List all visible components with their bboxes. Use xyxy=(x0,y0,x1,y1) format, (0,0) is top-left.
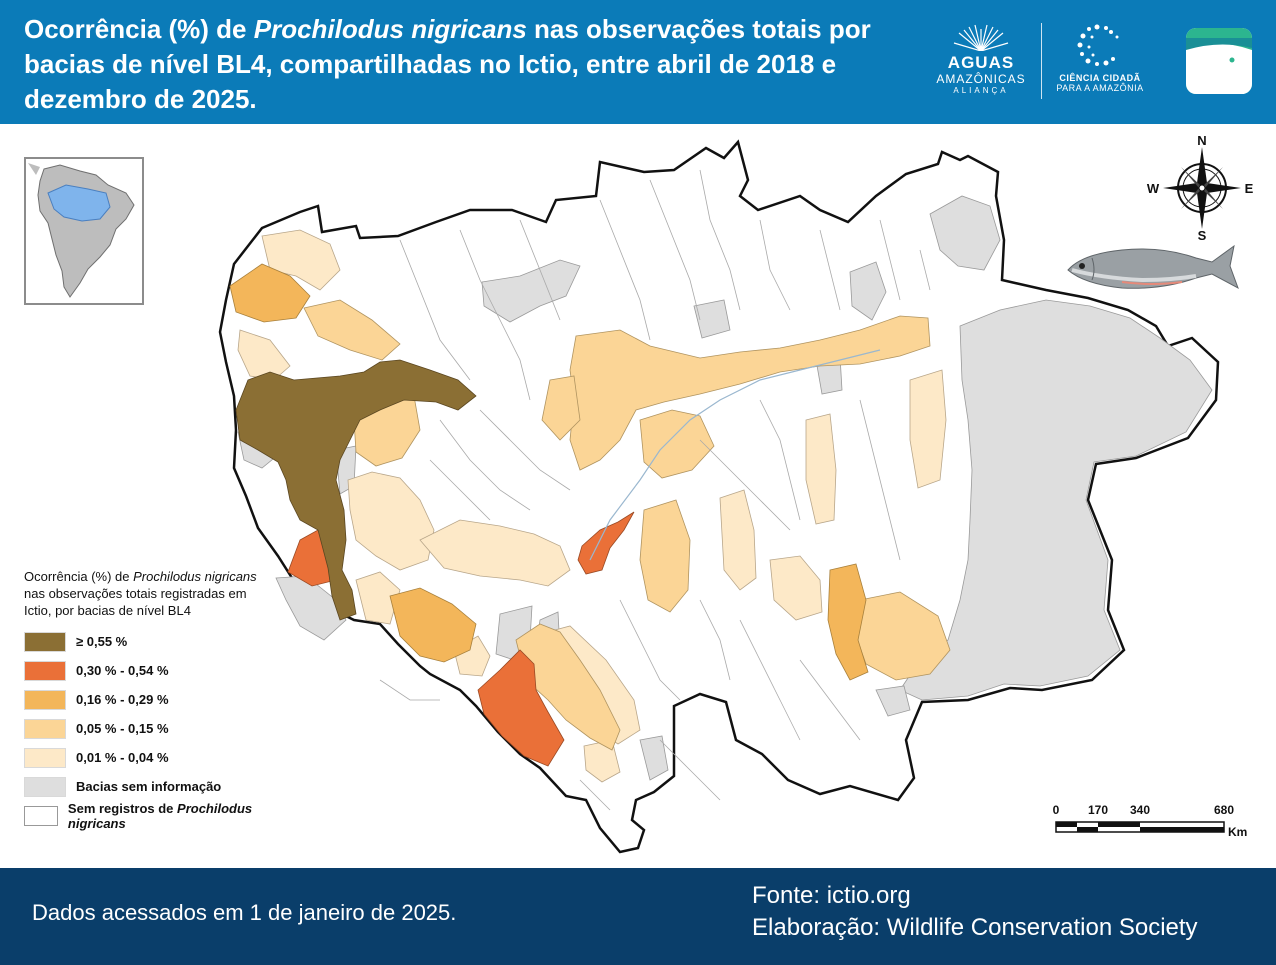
credits: Fonte: ictio.org Elaboração: Wildlife Co… xyxy=(752,880,1198,944)
map-title: Ocorrência (%) de Prochilodus nigricans … xyxy=(24,12,884,117)
compass-s: S xyxy=(1198,228,1207,243)
legend-title-text-2: nas observações totais registradas em Ic… xyxy=(24,586,247,618)
compass-w: W xyxy=(1147,181,1160,196)
scale-unit: Km xyxy=(1228,825,1247,839)
scale-tick-340: 340 xyxy=(1130,803,1150,817)
legend-item: 0,01 % - 0,04 % xyxy=(24,743,264,772)
para-amazonia-text: PARA A AMAZÔNIA xyxy=(1056,83,1144,93)
ictio-logo xyxy=(1186,28,1252,94)
legend-label-no-record: Sem registros de Prochilodus nigricans xyxy=(68,801,264,831)
logo-group: AGUAS AMAZÔNICAS ALIANÇA CIÊNCIA CIDADÃ … xyxy=(933,18,1252,104)
fish-illustration xyxy=(1062,240,1242,294)
legend-swatch xyxy=(24,689,66,710)
legend: Ocorrência (%) de Prochilodus nigricans … xyxy=(24,568,264,831)
legend-swatch-no-record xyxy=(24,805,58,826)
title-text-1: Ocorrência (%) de xyxy=(24,14,254,44)
legend-title-species: Prochilodus nigricans xyxy=(133,569,257,584)
ictio-fish-icon xyxy=(1186,28,1252,94)
legend-item: Bacias sem informação xyxy=(24,772,264,801)
c-dots-icon xyxy=(1077,24,1119,66)
aguas-amazonicas-logo: AGUAS AMAZÔNICAS ALIANÇA xyxy=(933,21,1029,101)
class-030-054-basins xyxy=(287,511,635,767)
legend-swatch xyxy=(24,776,66,797)
legend-label: ≥ 0,55 % xyxy=(76,634,128,649)
legend-title-text-1: Ocorrência (%) de xyxy=(24,569,134,584)
legend-swatch xyxy=(24,718,66,739)
scale-bar-graphic: 0 170 340 680 Km xyxy=(1053,803,1248,839)
legend-item: ≥ 0,55 % xyxy=(24,627,264,656)
legend-label: 0,30 % - 0,54 % xyxy=(76,663,169,678)
legend-swatch xyxy=(24,660,66,681)
amazonicas-text: AMAZÔNICAS xyxy=(936,72,1026,86)
class-016-029-basins xyxy=(229,263,869,681)
basin-map xyxy=(218,139,1220,854)
ciencia-cidada-logo: CIÊNCIA CIDADÃ PARA A AMAZÔNIA xyxy=(1054,21,1146,101)
made-by-text: Elaboração: Wildlife Conservation Societ… xyxy=(752,914,1198,941)
main-river xyxy=(589,349,881,561)
legend-item: 0,16 % - 0,29 % xyxy=(24,685,264,714)
legend-label: Bacias sem informação xyxy=(76,779,222,794)
logo-divider xyxy=(1041,23,1042,99)
aguas-text: AGUAS xyxy=(947,53,1015,72)
no-record-species: Prochilodus nigricans xyxy=(67,800,253,831)
legend-label: 0,05 % - 0,15 % xyxy=(76,721,169,736)
scale-tick-170: 170 xyxy=(1088,803,1108,817)
ciencia-cidada-text: CIÊNCIA CIDADÃ xyxy=(1059,73,1141,83)
legend-swatch xyxy=(24,631,66,652)
source-text: Fonte: ictio.org xyxy=(752,882,911,909)
title-text-2: nas observações totais por bacias de nív… xyxy=(24,14,871,114)
legend-label: 0,01 % - 0,04 % xyxy=(76,750,169,765)
legend-items: ≥ 0,55 % 0,30 % - 0,54 % 0,16 % - 0,29 % 0,… xyxy=(24,627,264,801)
no-record-prefix: Sem registros de xyxy=(67,800,178,816)
compass-e: E xyxy=(1245,181,1254,196)
title-species: Prochilodus nigricans xyxy=(253,14,527,44)
legend-title: Ocorrência (%) de Prochilodus nigricans … xyxy=(24,568,264,619)
prochilodus-fish-icon xyxy=(1067,244,1239,290)
footer-bar: Dados acessados em 1 de janeiro de 2025.… xyxy=(0,868,1276,965)
alianca-text: ALIANÇA xyxy=(953,86,1009,95)
header-bar: Ocorrência (%) de Prochilodus nigricans … xyxy=(0,0,1276,124)
south-america-inset xyxy=(26,159,142,303)
legend-item-no-record: Sem registros de Prochilodus nigricans xyxy=(24,801,264,831)
class-055-basins xyxy=(235,359,477,621)
scale-tick-680: 680 xyxy=(1214,803,1234,817)
compass-rose: N S W E xyxy=(1145,133,1255,243)
legend-item: 0,05 % - 0,15 % xyxy=(24,714,264,743)
tree-icon xyxy=(953,24,1009,52)
compass-icon: N S W E xyxy=(1147,133,1254,243)
basin-boundaries xyxy=(379,169,931,811)
compass-n: N xyxy=(1197,133,1206,148)
locator-map xyxy=(24,157,144,305)
scale-tick-0: 0 xyxy=(1053,803,1060,817)
data-accessed-text: Dados acessados em 1 de janeiro de 2025. xyxy=(32,900,457,925)
legend-swatch xyxy=(24,747,66,768)
legend-item: 0,30 % - 0,54 % xyxy=(24,656,264,685)
scale-bar: 0 170 340 680 Km xyxy=(1052,802,1262,842)
class-005-015-basins xyxy=(303,299,951,751)
legend-label: 0,16 % - 0,29 % xyxy=(76,692,169,707)
